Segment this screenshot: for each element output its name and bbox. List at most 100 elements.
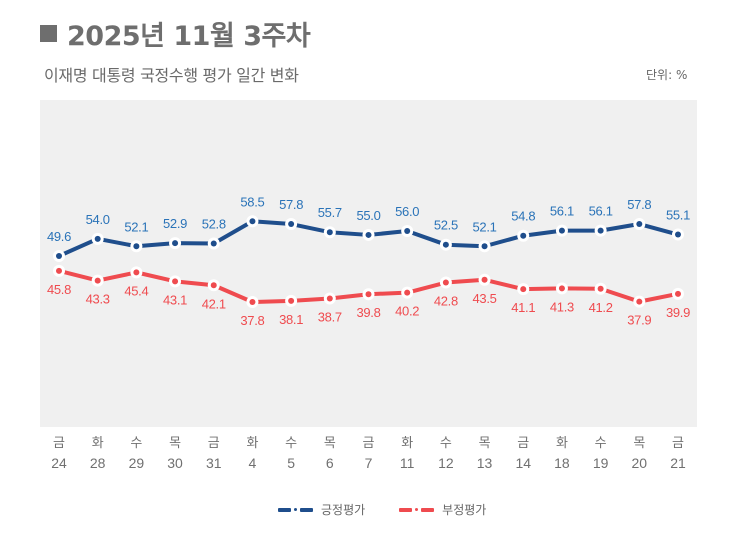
data-label-negative: 40.2 <box>395 304 419 319</box>
data-point-positive <box>365 231 372 238</box>
data-label-positive: 55.7 <box>318 205 342 220</box>
x-tick-date: 11 <box>400 455 415 471</box>
data-label-positive: 55.1 <box>666 208 690 223</box>
x-tick-date: 24 <box>51 455 67 471</box>
chart-title: 2025년 11월 3주차 <box>40 14 311 53</box>
data-point-negative <box>326 295 333 302</box>
chart-title-text: 2025년 11월 3주차 <box>67 21 311 52</box>
unit-label: 단위: % <box>646 68 688 82</box>
x-tick-weekday: 수 <box>285 436 297 451</box>
data-label-negative: 43.1 <box>163 292 187 307</box>
data-label-negative: 38.1 <box>279 312 303 327</box>
x-tick-weekday: 목 <box>169 436 181 451</box>
legend-item-negative: 부정평가 <box>399 501 486 518</box>
data-point-negative <box>404 289 411 296</box>
data-label-positive: 54.0 <box>86 212 110 227</box>
x-tick-date: 29 <box>129 455 145 471</box>
data-label-positive: 52.1 <box>473 219 497 234</box>
data-point-positive <box>326 229 333 236</box>
data-point-positive <box>210 240 217 247</box>
x-tick-weekday: 화 <box>556 436 568 451</box>
x-tick-date: 28 <box>90 455 106 471</box>
data-point-positive <box>133 243 140 250</box>
x-tick-weekday: 목 <box>479 436 491 451</box>
legend-swatch-positive <box>278 507 313 512</box>
data-label-negative: 37.8 <box>240 313 264 328</box>
data-point-positive <box>288 221 295 228</box>
data-label-positive: 55.0 <box>356 208 380 223</box>
data-point-negative <box>442 279 449 286</box>
data-point-positive <box>520 232 527 239</box>
data-point-positive <box>56 253 62 259</box>
data-point-negative <box>94 277 101 284</box>
x-tick-weekday: 화 <box>401 436 413 451</box>
data-point-positive <box>94 235 101 242</box>
x-tick-date: 13 <box>477 455 493 471</box>
data-point-positive <box>558 227 565 234</box>
data-label-negative: 41.3 <box>550 299 574 314</box>
data-point-positive <box>404 228 411 235</box>
data-labels: 49.6 54.0 52.1 52.9 52.8 58.5 57.8 55.7 55.0 56.0… <box>47 194 690 328</box>
x-tick-date: 14 <box>515 455 531 471</box>
data-label-negative: 45.4 <box>124 283 148 298</box>
data-label-negative: 43.5 <box>473 291 497 306</box>
x-tick-date: 19 <box>593 455 609 471</box>
data-label-positive: 57.8 <box>279 197 303 212</box>
series-points <box>53 215 684 309</box>
x-tick-weekday: 금 <box>517 436 529 451</box>
x-tick-weekday: 수 <box>130 436 142 451</box>
data-point-negative <box>597 285 604 292</box>
data-label-negative: 42.1 <box>202 296 226 311</box>
title-square-icon <box>40 25 57 42</box>
data-label-negative: 45.8 <box>47 282 71 297</box>
data-point-negative <box>675 290 681 297</box>
data-point-positive <box>249 218 256 225</box>
x-tick-date: 30 <box>167 455 183 471</box>
data-label-positive: 52.1 <box>124 219 148 234</box>
data-point-positive <box>172 240 179 247</box>
x-tick-weekday: 화 <box>246 436 258 451</box>
data-label-positive: 58.5 <box>240 194 264 209</box>
data-point-negative <box>288 297 295 304</box>
data-label-negative: 42.8 <box>434 294 458 309</box>
data-point-negative <box>56 267 62 274</box>
legend-label-negative: 부정평가 <box>442 503 487 517</box>
data-label-positive: 49.6 <box>47 229 71 244</box>
data-point-negative <box>520 286 527 293</box>
data-point-negative <box>172 278 179 285</box>
x-tick-date: 31 <box>206 455 222 471</box>
data-point-positive <box>636 221 643 228</box>
data-point-negative <box>210 282 217 289</box>
x-tick-date: 12 <box>438 455 454 471</box>
data-label-positive: 56.1 <box>589 204 613 219</box>
x-tick-weekday: 목 <box>324 436 336 451</box>
x-tick-weekday: 금 <box>208 436 220 451</box>
x-tick-weekday: 목 <box>633 436 645 451</box>
x-tick-date: 21 <box>670 455 686 471</box>
data-point-positive <box>442 241 449 248</box>
data-label-positive: 57.8 <box>627 197 651 212</box>
data-label-positive: 56.0 <box>395 204 419 219</box>
data-point-negative <box>636 298 643 305</box>
x-tick-date: 20 <box>632 455 648 471</box>
data-label-negative: 43.3 <box>86 292 110 307</box>
plot-area <box>40 100 697 427</box>
legend: 긍정평가 부정평가 <box>278 501 520 518</box>
data-label-positive: 56.1 <box>550 204 574 219</box>
x-tick-date: 4 <box>249 455 257 471</box>
chart-subtitle: 이재명 대통령 국정수행 평가 일간 변화 <box>44 66 299 85</box>
data-point-negative <box>133 269 140 276</box>
x-axis: 금 24 화 28 수 29 목 30 금 31 화 4 수 5 목 6 금 7 화 11 수 12 목 13 금 14 화 18 수 1… <box>51 436 686 471</box>
x-tick-weekday: 수 <box>440 436 452 451</box>
x-tick-date: 6 <box>326 455 334 471</box>
x-tick-date: 7 <box>365 455 373 471</box>
legend-swatch-negative <box>399 507 435 512</box>
data-label-positive: 52.5 <box>434 218 458 233</box>
x-tick-weekday: 화 <box>92 436 104 451</box>
x-tick-date: 18 <box>554 455 570 471</box>
data-label-positive: 52.8 <box>202 217 226 232</box>
data-label-positive: 52.9 <box>163 216 187 231</box>
data-label-negative: 37.9 <box>627 313 651 328</box>
legend-label-positive: 긍정평가 <box>321 503 366 517</box>
